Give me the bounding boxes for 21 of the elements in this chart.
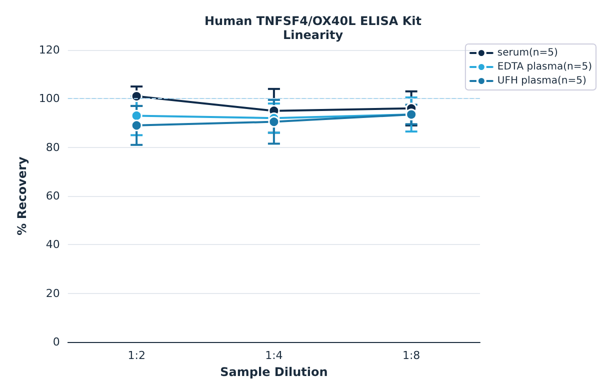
point [130,90,142,102]
y-tick-label: 60 [46,190,60,202]
y-tick-label: 40 [46,238,60,252]
y-axis-title: % Recovery [15,156,29,236]
y-tick-label: 80 [46,140,60,154]
x-tick-label: 1:4 [265,349,283,362]
x-tick-label: 1:2 [128,349,146,362]
legend-label: serum(n=5) [497,48,558,58]
x-tick-label: 1:8 [402,349,420,362]
y-tick-label: 0 [52,336,60,348]
y-tick-label: 20 [46,286,60,300]
legend-label: EDTA plasma(n=5) [497,62,592,72]
point [268,116,280,128]
point [130,110,142,122]
y-tick-label: 100 [38,92,60,106]
chart-subtitle: Linearity [282,28,344,42]
y-tick-label: 120 [38,44,60,56]
point [130,120,142,132]
chart-title: Human TNFSF4/OX40L ELISA Kit [204,14,422,28]
legend-label: UFH plasma(n=5) [497,76,586,86]
x-axis-title: Sample Dilution [220,365,328,379]
